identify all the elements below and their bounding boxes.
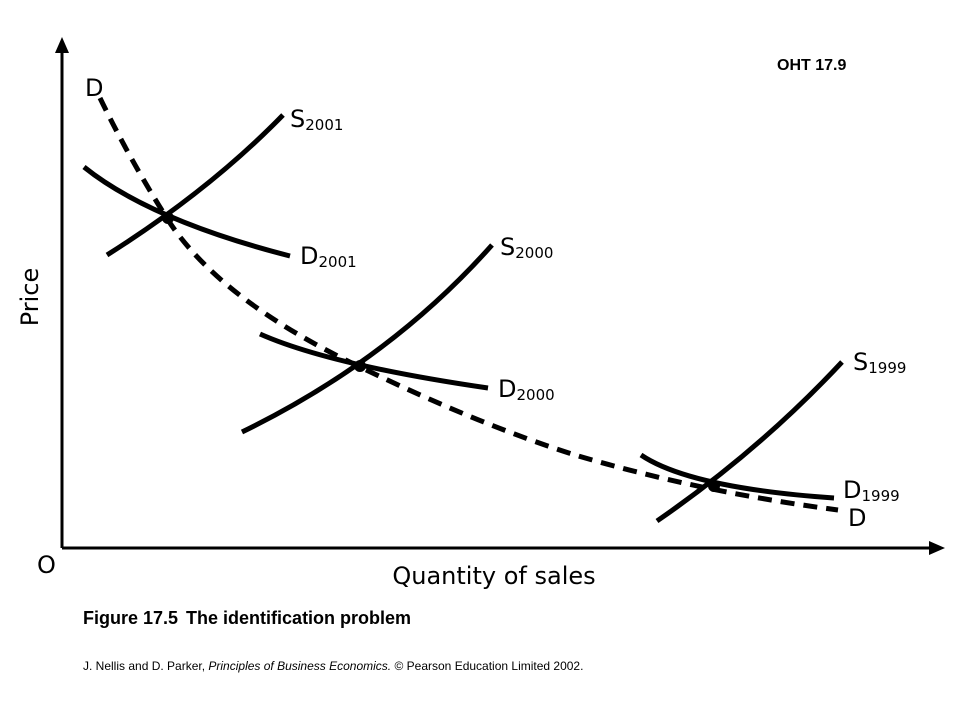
label-d2001: D2001 bbox=[300, 242, 357, 271]
oht-number: OHT 17.9 bbox=[777, 57, 847, 74]
label-s1999: S1999 bbox=[853, 348, 906, 377]
label-s2000: S2000 bbox=[500, 233, 553, 262]
equilibrium-point-2000 bbox=[354, 360, 366, 372]
dashed-demand-curve bbox=[97, 96, 839, 513]
origin-label: O bbox=[37, 551, 56, 579]
label-dashed-demand-bottom: D bbox=[848, 504, 866, 532]
source-credit: J. Nellis and D. Parker, Principles of B… bbox=[83, 659, 583, 673]
label-d1999: D1999 bbox=[843, 476, 900, 505]
credit-copyright: © Pearson Education Limited 2002. bbox=[394, 659, 584, 673]
y-axis-arrow bbox=[55, 37, 69, 53]
y-axis-label: Price bbox=[16, 268, 44, 327]
credit-authors: J. Nellis and D. Parker, bbox=[83, 659, 206, 673]
supply-curve-1999 bbox=[655, 360, 844, 524]
label-d2000: D2000 bbox=[498, 375, 555, 404]
label-dashed-demand-top: D bbox=[85, 74, 103, 102]
figure-number: Figure 17.5 bbox=[83, 608, 179, 628]
equilibrium-point-1999 bbox=[708, 480, 720, 492]
figure-title: The identification problem bbox=[186, 608, 412, 628]
demand-curve-2000 bbox=[258, 331, 489, 391]
x-axis-arrow bbox=[929, 541, 945, 555]
x-axis-label: Quantity of sales bbox=[392, 562, 595, 590]
supply-curve-2001 bbox=[105, 113, 285, 258]
credit-book: Principles of Business Economics. bbox=[208, 659, 392, 673]
label-s2001: S2001 bbox=[290, 105, 343, 134]
equilibrium-point-2001 bbox=[162, 212, 174, 224]
supply-curve-2000 bbox=[240, 243, 494, 435]
figure-caption: Figure 17.5 The identification problem bbox=[83, 608, 411, 629]
